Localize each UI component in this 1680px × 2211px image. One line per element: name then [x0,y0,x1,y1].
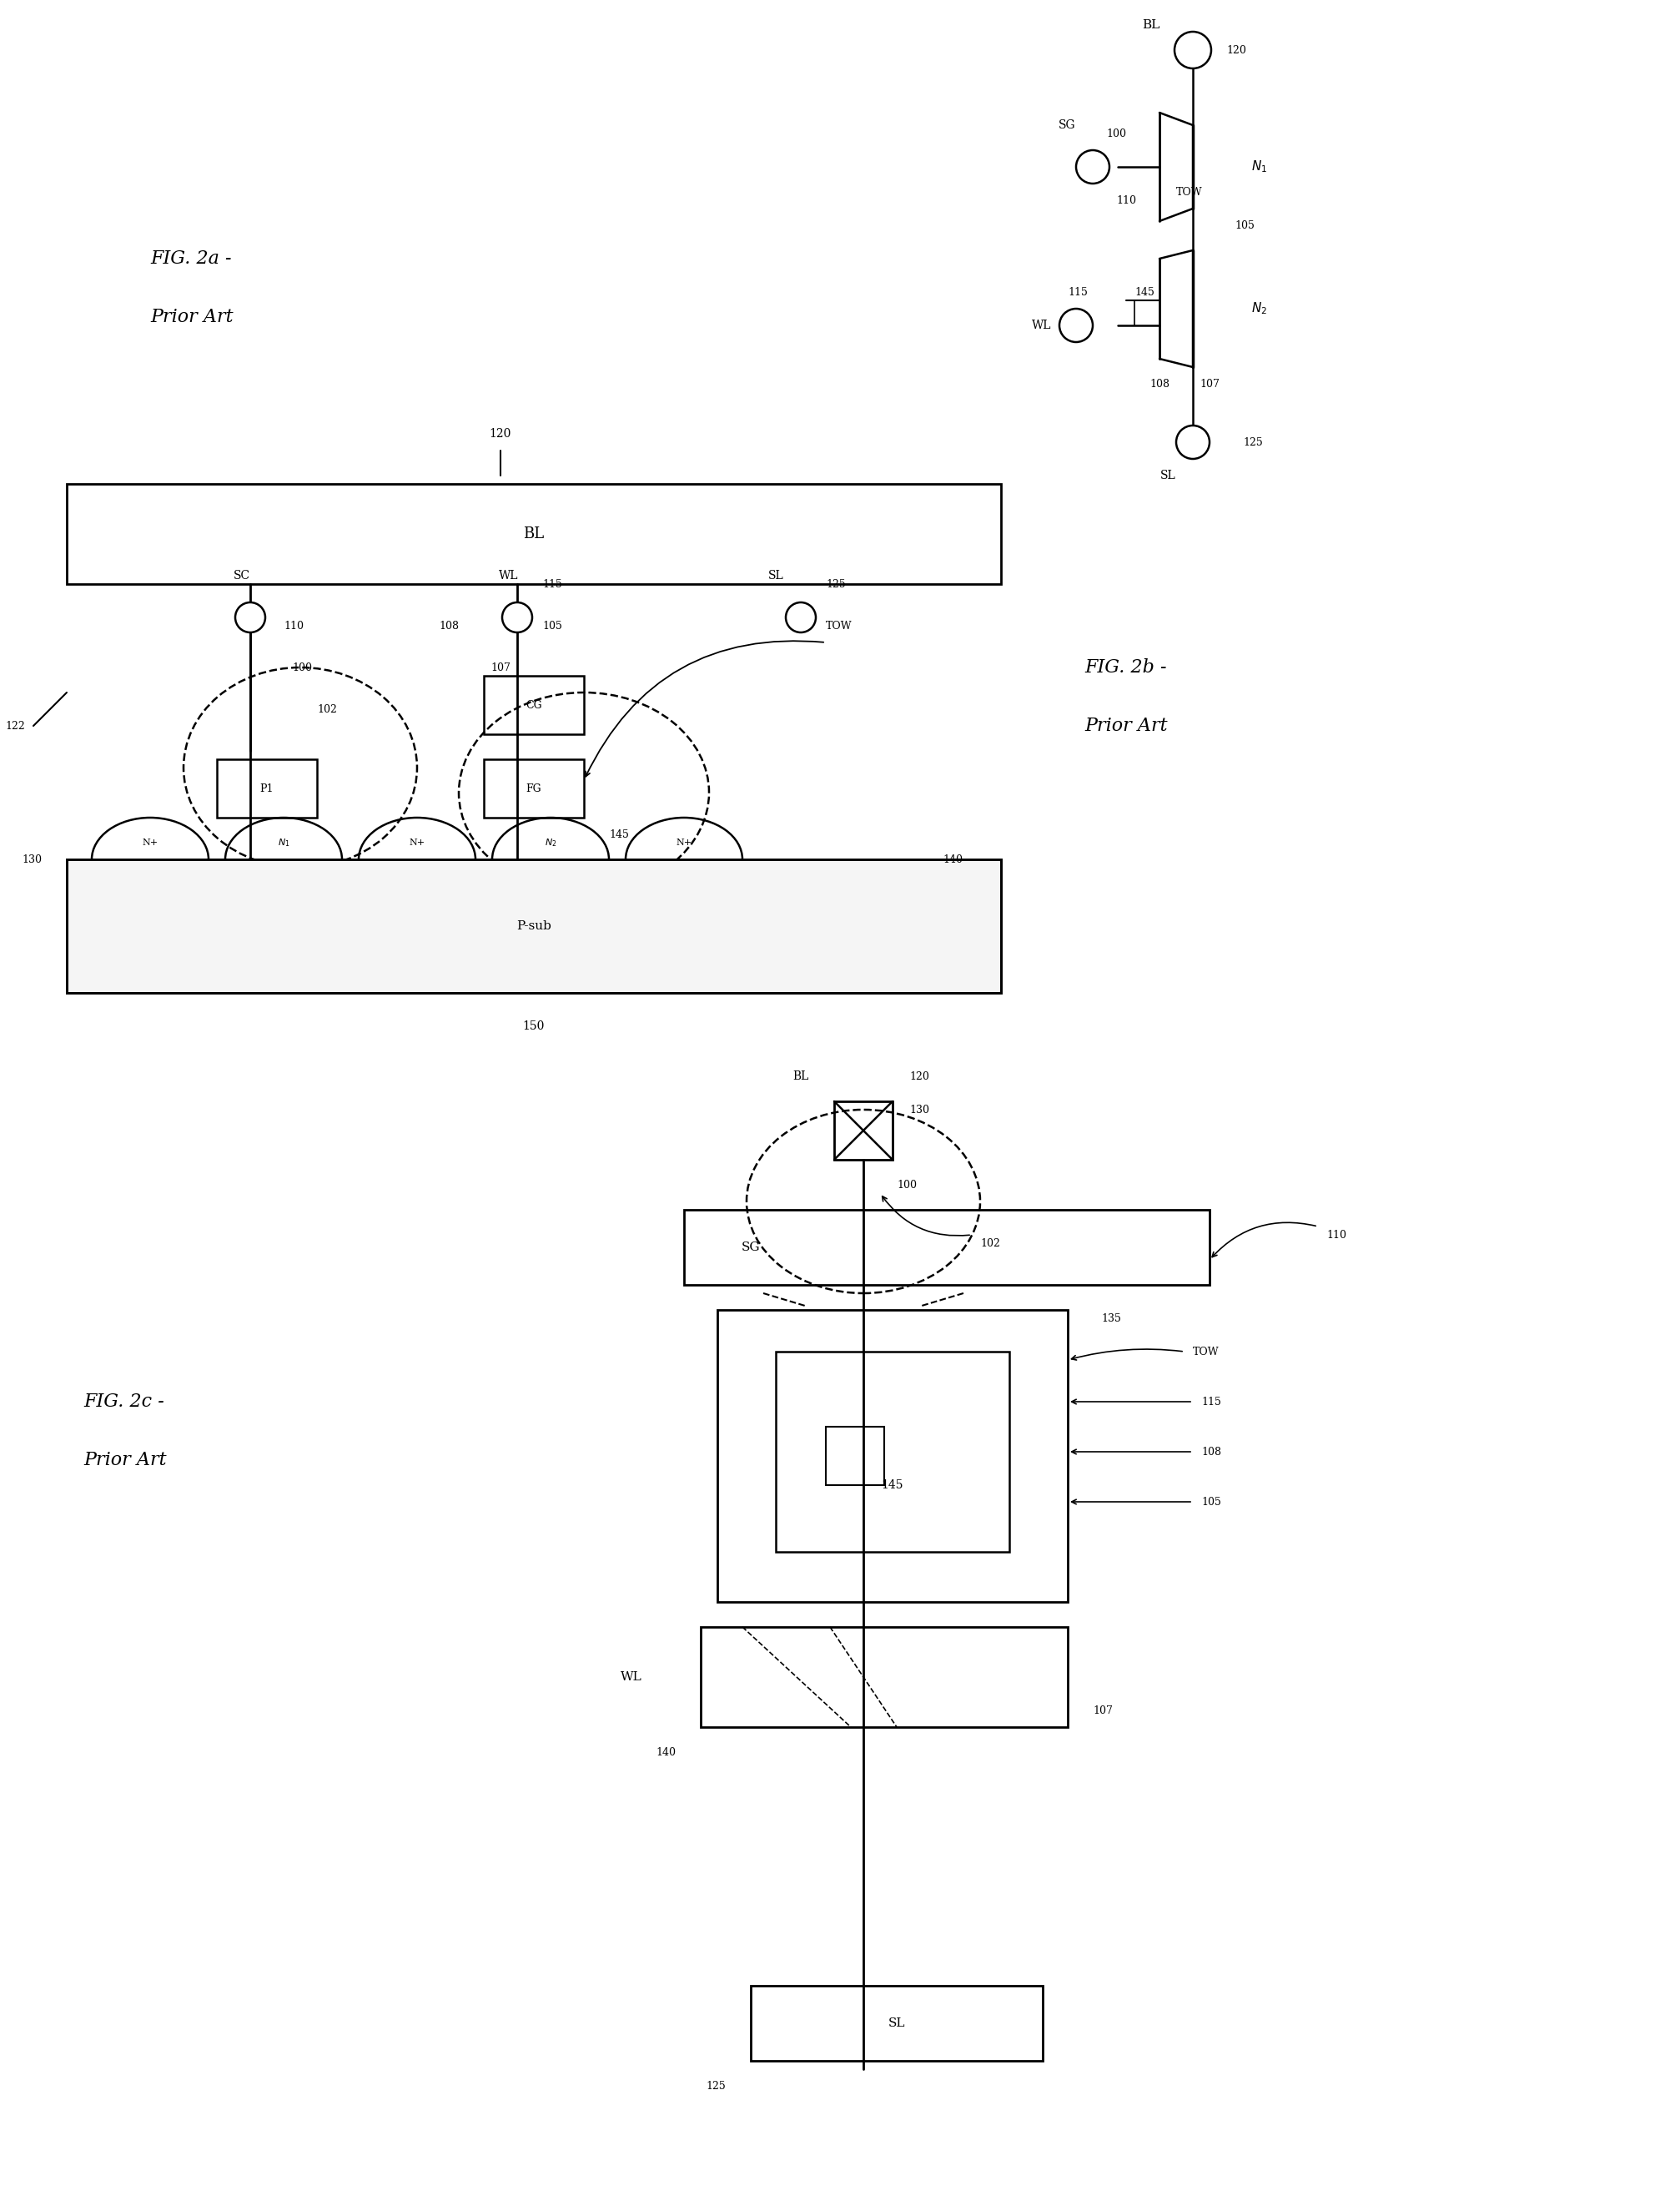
Text: 105: 105 [543,621,561,630]
Circle shape [502,601,533,632]
Text: 120: 120 [909,1070,929,1081]
Text: FIG. 2b -: FIG. 2b - [1084,659,1166,677]
Text: N+: N+ [675,838,692,847]
Text: 135: 135 [1100,1313,1121,1324]
Bar [833,1101,892,1161]
Text: 100: 100 [895,1178,916,1190]
Text: 107: 107 [1092,1705,1112,1716]
Text: 140: 140 [655,1747,675,1758]
Text: Prior Art: Prior Art [150,307,234,327]
Bar [217,758,318,818]
Circle shape [235,601,265,632]
Bar [751,1985,1042,2061]
Text: 110: 110 [1326,1229,1346,1240]
Text: Prior Art: Prior Art [1084,716,1168,734]
Text: P1: P1 [260,783,274,794]
Circle shape [1058,310,1092,343]
Text: 145: 145 [1134,287,1154,298]
Bar [67,860,1001,993]
Text: 115: 115 [543,579,561,590]
Text: TOW: TOW [825,621,852,630]
Text: $N_2$: $N_2$ [544,838,556,849]
Text: 150: 150 [522,1021,544,1033]
Text: WL: WL [1032,321,1050,332]
Text: WL: WL [499,570,519,581]
Circle shape [1176,425,1210,460]
Text: SL: SL [768,570,783,581]
Text: 120: 120 [1226,44,1245,55]
Text: 122: 122 [5,721,25,732]
Text: 115: 115 [1067,287,1087,298]
Text: 115: 115 [1201,1397,1220,1406]
Text: 120: 120 [489,429,511,440]
Text: BL: BL [1142,20,1159,31]
Text: FIG. 2a -: FIG. 2a - [150,250,232,268]
Text: SL: SL [1159,469,1174,482]
Text: 105: 105 [1233,219,1253,230]
Bar [67,860,1001,993]
Text: 145: 145 [880,1479,904,1490]
Text: SC: SC [234,570,250,581]
Text: 130: 130 [909,1103,929,1114]
Text: TOW: TOW [1176,186,1201,197]
Text: BL: BL [522,526,544,542]
Bar [484,758,583,818]
Bar [67,484,1001,584]
Text: 125: 125 [1242,438,1262,447]
Bar [684,1209,1210,1285]
Text: 108: 108 [438,621,459,630]
Text: 107: 107 [1200,378,1220,389]
Circle shape [1174,31,1211,69]
Text: 125: 125 [825,579,845,590]
Text: N+: N+ [143,838,158,847]
Text: 102: 102 [318,703,336,714]
Text: 125: 125 [706,2081,726,2092]
Text: FG: FG [526,783,541,794]
Text: SG: SG [1058,119,1075,130]
Text: P-sub: P-sub [516,920,551,933]
Text: FIG. 2c -: FIG. 2c - [84,1393,165,1411]
Text: $N_2$: $N_2$ [1250,301,1267,316]
Text: 140: 140 [942,853,963,865]
Bar [701,1627,1067,1727]
Text: $N_1$: $N_1$ [1250,159,1267,175]
Circle shape [1075,150,1109,184]
Bar [717,1309,1067,1603]
Text: TOW: TOW [1193,1346,1218,1358]
Text: 102: 102 [979,1238,1000,1249]
Text: $N_1$: $N_1$ [277,838,289,849]
Text: 107: 107 [491,661,511,672]
Text: 105: 105 [1201,1497,1220,1508]
Text: 108: 108 [1201,1446,1221,1457]
Text: CG: CG [526,699,541,710]
Bar [776,1351,1008,1552]
Text: 100: 100 [292,661,312,672]
Text: Prior Art: Prior Art [84,1450,166,1470]
Text: WL: WL [620,1672,642,1683]
Text: 100: 100 [1105,128,1126,139]
Text: 130: 130 [22,853,42,865]
Circle shape [785,601,815,632]
Text: SG: SG [741,1243,759,1254]
Text: SL: SL [887,2016,906,2030]
Text: N+: N+ [408,838,425,847]
Text: 110: 110 [1116,195,1136,206]
Bar [484,677,583,734]
Text: 145: 145 [608,829,628,840]
Text: 108: 108 [1149,378,1169,389]
Bar [825,1426,884,1486]
Text: BL: BL [793,1070,808,1081]
Text: 110: 110 [284,621,304,630]
